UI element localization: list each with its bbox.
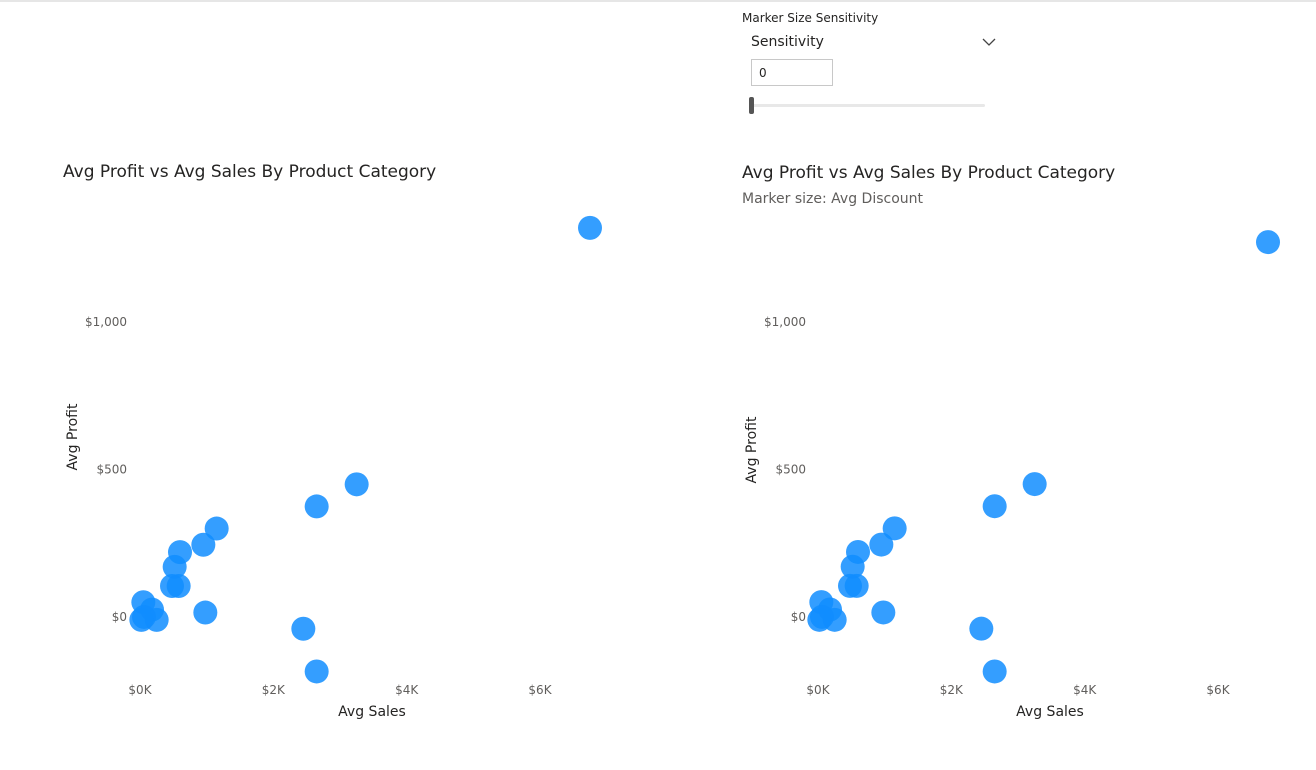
right-data-point[interactable] (869, 532, 894, 557)
right-y-axis-title: Avg Profit (744, 416, 760, 483)
slicer-field-label: Sensitivity (751, 34, 824, 50)
sensitivity-input[interactable] (751, 59, 833, 86)
chevron-down-icon[interactable] (981, 36, 997, 48)
right-data-point[interactable] (982, 659, 1007, 684)
left-data-point[interactable] (191, 532, 216, 557)
right-data-point[interactable] (982, 494, 1007, 519)
left-y-tick-label: $1,000 (85, 315, 127, 329)
slicer-title: Marker Size Sensitivity (742, 11, 879, 25)
left-x-axis-title: Avg Sales (338, 704, 406, 720)
right-data-point[interactable] (840, 554, 865, 579)
left-data-point[interactable] (162, 554, 187, 579)
left-x-tick-label: $6K (528, 683, 552, 697)
right-x-tick-label: $2K (940, 683, 964, 697)
right-data-point[interactable] (969, 616, 994, 641)
left-data-point[interactable] (304, 494, 329, 519)
right-data-point[interactable] (1256, 230, 1280, 255)
left-y-tick-label: $500 (96, 463, 127, 477)
left-chart-title: Avg Profit vs Avg Sales By Product Categ… (63, 162, 437, 182)
right-y-tick-label: $1,000 (764, 315, 806, 329)
sensitivity-slider-handle[interactable] (749, 97, 754, 114)
left-data-point[interactable] (578, 215, 602, 240)
right-data-point[interactable] (882, 516, 907, 541)
left-x-tick-label: $0K (128, 683, 152, 697)
right-data-point[interactable] (844, 573, 869, 598)
left-data-point[interactable] (204, 516, 229, 541)
left-data-point[interactable] (291, 616, 316, 641)
sensitivity-slider-track[interactable] (751, 104, 985, 107)
right-chart-title: Avg Profit vs Avg Sales By Product Categ… (742, 163, 1116, 183)
right-y-tick-label: $500 (775, 462, 806, 476)
right-chart-subtitle: Marker size: Avg Discount (742, 191, 923, 207)
top-divider (0, 0, 1316, 2)
left-data-point[interactable] (129, 607, 154, 632)
left-x-tick-label: $2K (262, 683, 286, 697)
left-data-point[interactable] (166, 574, 191, 598)
right-y-tick-label: $0 (791, 610, 806, 624)
right-x-tick-label: $4K (1073, 683, 1097, 697)
left-data-point[interactable] (344, 472, 369, 497)
left-y-axis-title: Avg Profit (65, 403, 81, 470)
right-data-point[interactable] (871, 600, 896, 625)
slicer-header[interactable]: Sensitivity (751, 34, 996, 56)
right-data-point[interactable] (807, 607, 832, 632)
left-x-tick-label: $4K (395, 683, 419, 697)
left-data-point[interactable] (304, 659, 329, 684)
left-y-tick-label: $0 (112, 610, 127, 624)
right-x-tick-label: $6K (1206, 683, 1230, 697)
right-data-point[interactable] (1022, 472, 1047, 497)
marker-size-slicer: Marker Size Sensitivity Sensitivity (742, 8, 1002, 118)
left-data-point[interactable] (193, 600, 218, 625)
right-x-axis-title: Avg Sales (1016, 704, 1084, 720)
right-x-tick-label: $0K (806, 683, 830, 697)
